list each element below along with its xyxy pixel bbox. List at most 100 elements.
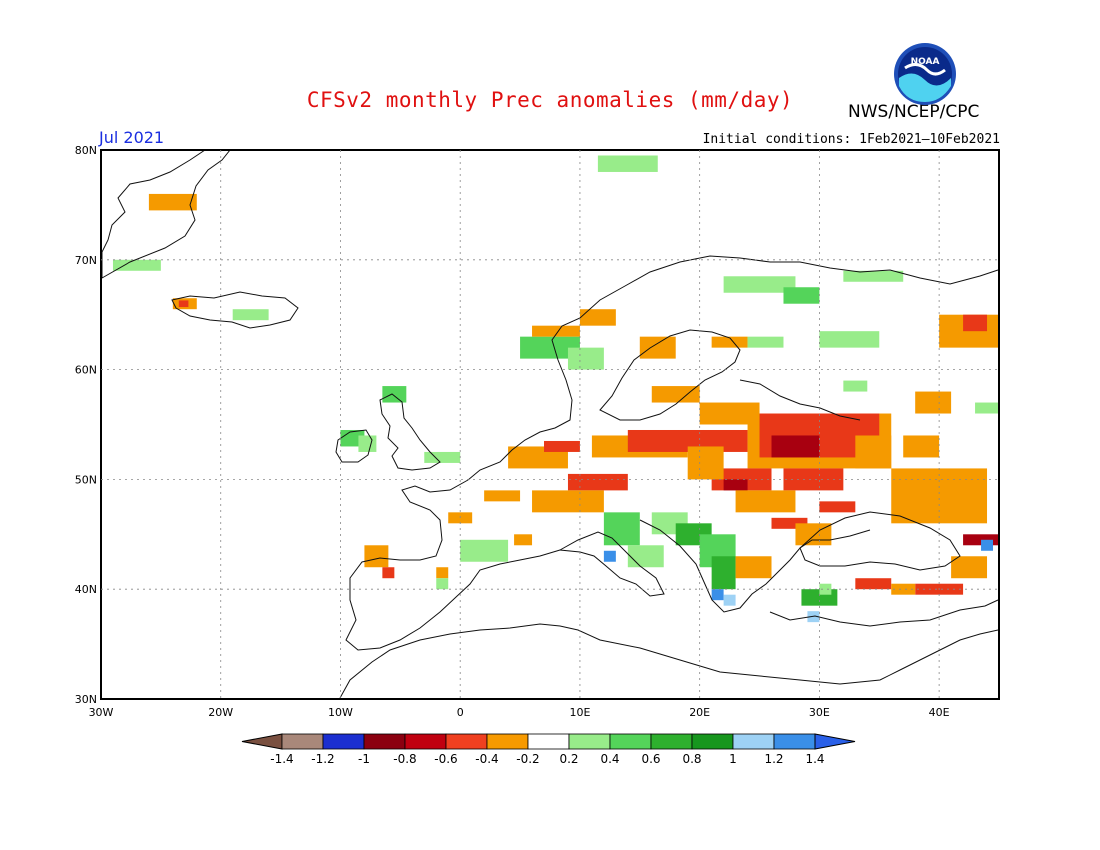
anomaly-cell — [232, 309, 269, 321]
lat-label: 40N — [75, 583, 97, 596]
lon-label: 20E — [689, 706, 710, 719]
colorbar-segment — [404, 733, 447, 750]
anomaly-cell — [915, 391, 952, 414]
coastlines — [101, 149, 999, 699]
colorbar-label: 0.8 — [682, 752, 701, 766]
anomaly-cell — [855, 578, 892, 590]
anomaly-cell — [723, 479, 748, 491]
anomaly-cell — [975, 402, 999, 414]
lat-label: 80N — [75, 144, 97, 157]
anomaly-cell — [819, 501, 856, 513]
colorbar-right-arrow — [814, 733, 856, 750]
colorbar-segment — [773, 733, 816, 750]
colorbar-label: -0.2 — [516, 752, 539, 766]
gridlines — [101, 150, 999, 699]
colorbar-segment — [322, 733, 365, 750]
anomaly-cell — [819, 331, 880, 348]
anomaly-cell — [783, 468, 844, 491]
colorbar-segment — [527, 733, 570, 750]
anomaly-cell — [963, 314, 988, 332]
colorbar-label: -0.6 — [434, 752, 457, 766]
lon-label: 20W — [208, 706, 233, 719]
lat-label: 50N — [75, 473, 97, 486]
colorbar-label: 0.6 — [641, 752, 660, 766]
anomaly-cell — [436, 578, 449, 590]
colorbar-segment — [363, 733, 406, 750]
anomaly-cell — [891, 583, 916, 595]
colorbar-segment — [732, 733, 775, 750]
colorbar-label: -0.8 — [393, 752, 416, 766]
colorbar-label: 0.4 — [600, 752, 619, 766]
anomaly-cell — [771, 435, 820, 458]
colorbar-segment — [609, 733, 652, 750]
colorbar-label: -0.4 — [475, 752, 498, 766]
anomaly-cell — [843, 380, 868, 392]
initial-conditions: Initial conditions: 1Feb2021—10Feb2021 — [702, 132, 1000, 147]
anomaly-cell — [112, 259, 161, 271]
map-frame — [100, 149, 1000, 700]
anomaly-cell — [603, 512, 640, 546]
anomaly-cell — [771, 517, 808, 529]
anomaly-cell — [544, 440, 580, 452]
anomaly-cell — [723, 276, 796, 293]
anomaly-cell — [603, 550, 616, 562]
anomaly-cell — [981, 539, 994, 551]
anomaly-cell — [855, 435, 892, 469]
anomaly-cell — [579, 309, 616, 326]
anomaly-cell — [382, 386, 407, 403]
anomaly-cell — [597, 155, 658, 172]
lon-label: 0 — [457, 706, 464, 719]
colorbar-label: 1.2 — [764, 752, 783, 766]
anomaly-cell — [819, 583, 832, 595]
anomaly-cell — [747, 336, 784, 348]
colorbar-segment — [691, 733, 734, 750]
anomaly-cell — [627, 545, 664, 568]
colorbar-label: 1 — [729, 752, 737, 766]
colorbar-segment — [568, 733, 611, 750]
anomaly-cell — [651, 386, 700, 403]
anomaly-cell — [891, 468, 988, 524]
anomaly-cell — [436, 567, 449, 579]
colorbar: -1.4 -1.2 -1 -0.8 -0.6 -0.4 -0.2 0.2 0.4 0.6 0.8 1 1… — [241, 733, 856, 766]
anomaly-cell — [382, 567, 395, 579]
lon-label: 10W — [328, 706, 353, 719]
org-label: NWS/NCEP/CPC — [848, 102, 980, 122]
lon-label: 30W — [89, 706, 114, 719]
anomaly-cell — [364, 545, 389, 568]
anomaly-cell — [723, 594, 736, 606]
noaa-logo: NOAA — [894, 43, 956, 105]
lon-label: 40E — [929, 706, 950, 719]
anomaly-cell — [711, 589, 724, 601]
anomaly-cell — [532, 325, 580, 337]
anomaly-cell — [903, 435, 940, 458]
anomaly-cell — [639, 336, 676, 359]
forecast-month: Jul 2021 — [99, 128, 165, 147]
lon-label: 30E — [809, 706, 830, 719]
anomaly-cell — [178, 300, 189, 308]
anomaly-cell — [514, 534, 533, 546]
anomaly-cell — [484, 490, 521, 502]
colorbar-segment — [650, 733, 693, 750]
anomaly-cell — [532, 490, 604, 513]
lat-label: 60N — [75, 364, 97, 377]
anomaly-cell — [951, 556, 988, 579]
colorbar-segment — [486, 733, 529, 750]
lat-label: 30N — [75, 693, 97, 706]
anomaly-cell — [567, 347, 604, 370]
lon-label: 10E — [569, 706, 590, 719]
anomaly-cell — [424, 451, 461, 463]
anomaly-cell — [460, 539, 509, 562]
anomaly-cell — [148, 193, 197, 211]
anomaly-cells — [112, 155, 999, 623]
anomaly-cell — [711, 336, 748, 348]
anomaly-cell — [843, 270, 904, 282]
anomaly-cell — [783, 287, 820, 304]
colorbar-label: -1 — [358, 752, 370, 766]
lat-label: 70N — [75, 254, 97, 267]
colorbar-segment — [445, 733, 488, 750]
colorbar-segment — [281, 733, 324, 750]
colorbar-left-arrow — [241, 733, 283, 750]
colorbar-label: 1.4 — [805, 752, 824, 766]
